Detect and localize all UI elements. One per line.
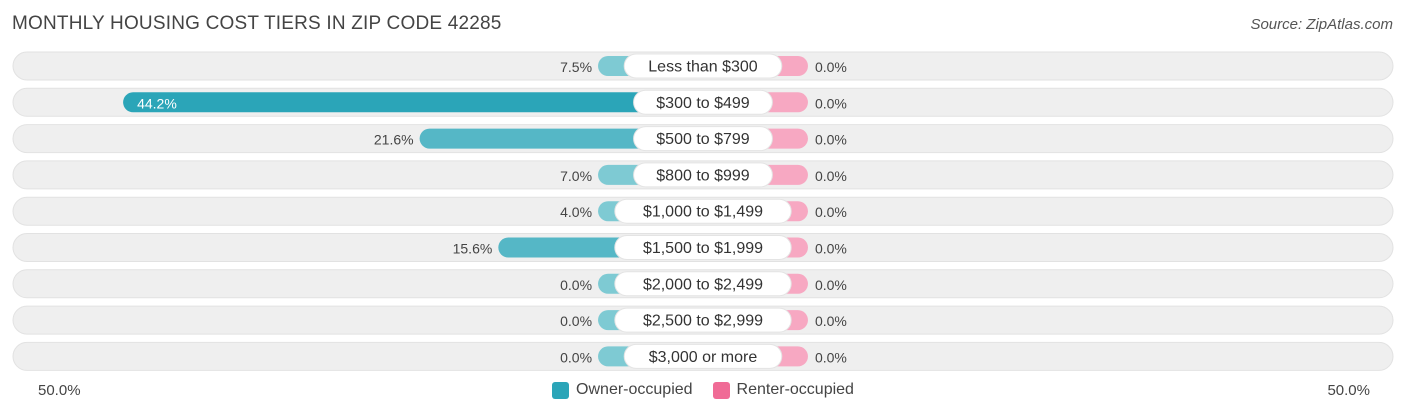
category-pill <box>633 162 773 188</box>
value-label-renter: 0.0% <box>815 95 847 111</box>
legend-label-renter: Renter-occupied <box>736 381 854 398</box>
category-label: $2,500 to $2,999 <box>643 313 763 330</box>
value-label-renter: 0.0% <box>815 349 847 365</box>
category-pill <box>633 126 773 152</box>
value-label-renter: 0.0% <box>815 277 847 293</box>
value-label-owner: 0.0% <box>560 313 592 329</box>
category-label: $800 to $999 <box>656 167 750 184</box>
value-label-renter: 0.0% <box>815 241 847 257</box>
bar-owner <box>123 92 703 113</box>
category-pill <box>623 343 783 369</box>
category-pill <box>633 89 773 115</box>
legend-swatch-renter <box>712 381 730 399</box>
category-pill <box>614 235 792 260</box>
category-label: $300 to $499 <box>656 95 750 112</box>
value-label-renter: 0.0% <box>815 313 847 329</box>
category-label: $1,000 to $1,499 <box>643 204 763 221</box>
category-pill <box>623 53 783 79</box>
value-label-owner: 4.0% <box>560 204 592 220</box>
legend-item-owner: Owner-occupied <box>552 381 693 399</box>
value-label-renter: 0.0% <box>815 59 847 75</box>
axis-label-right: 50.0% <box>1327 382 1370 399</box>
legend-swatch-owner <box>552 381 570 399</box>
bar-owner <box>419 128 703 149</box>
value-label-owner: 0.0% <box>560 277 592 293</box>
chart-title: MONTHLY HOUSING COST TIERS IN ZIP CODE 4… <box>12 13 502 34</box>
legend-label-owner: Owner-occupied <box>576 381 693 398</box>
axis-label-left: 50.0% <box>38 382 81 399</box>
legend: Owner-occupied Renter-occupied <box>0 380 1406 400</box>
value-label-owner: 15.6% <box>453 241 493 257</box>
value-label-renter: 0.0% <box>815 132 847 148</box>
value-label-owner: 0.0% <box>560 349 592 365</box>
category-pill <box>614 307 792 333</box>
value-label-owner: 7.0% <box>560 168 592 184</box>
diverging-bar-chart: Less than $300 7.5% 0.0% $300 to $499 44.2% 0… <box>12 51 1394 371</box>
value-label-owner: 44.2% <box>137 95 177 111</box>
value-label-renter: 0.0% <box>815 204 847 220</box>
value-label-owner: 21.6% <box>374 132 414 148</box>
category-label: $1,500 to $1,999 <box>643 240 763 257</box>
legend-item-renter: Renter-occupied <box>712 381 854 399</box>
category-label: Less than $300 <box>648 59 758 76</box>
category-pill <box>614 271 792 297</box>
category-label: $3,000 or more <box>649 349 758 366</box>
value-label-renter: 0.0% <box>815 168 847 184</box>
category-pill <box>614 198 792 224</box>
category-label: $2,000 to $2,499 <box>643 276 763 293</box>
chart-source: Source: ZipAtlas.com <box>1250 16 1393 33</box>
value-label-owner: 7.5% <box>560 59 592 75</box>
category-label: $500 to $799 <box>656 131 750 148</box>
